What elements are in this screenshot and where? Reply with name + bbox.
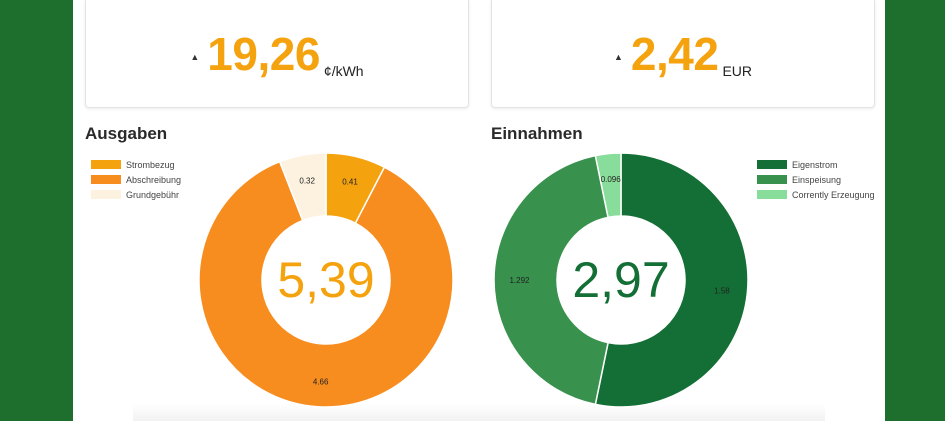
trend-up-icon: ▲ [613,51,623,62]
pie-slice[interactable] [493,154,609,406]
bottom-shadow [133,404,825,421]
legend-item[interactable]: Strombezug [91,157,181,172]
ausgaben-title: Ausgaben [85,124,168,143]
donut-center-total: 2,97 [572,252,669,308]
legend-item[interactable]: Eigenstrom [757,157,875,172]
legend-label: Grundgebühr [126,189,180,200]
slice-data-label: 4.66 [313,377,329,386]
legend-label: Strombezug [126,159,175,170]
legend-swatch [91,190,121,199]
slice-data-label: 1.292 [509,276,530,285]
legend-label: Abschreibung [126,174,182,185]
trend-up-icon: ▲ [190,51,200,62]
einnahmen-title: Einnahmen [491,124,583,143]
slice-data-label: 0.41 [342,177,358,186]
legend-label: Corrently Erzeugung [792,189,875,200]
price-unit: ¢/kWh [323,63,364,79]
legend-swatch [757,175,787,184]
legend-swatch [91,160,121,169]
legend-swatch [757,190,787,199]
amount-value: 2,42 [630,27,719,80]
pie-slice[interactable] [594,152,749,408]
slice-data-label: 0.32 [299,176,315,185]
amount-card: ▲ 2,42 EUR [491,0,875,108]
legend-item[interactable]: Corrently Erzeugung [757,187,875,202]
legend-item[interactable]: Grundgebühr [91,187,181,202]
dashboard-panel: ▲ 19,26 ¢/kWh ▲ 2,42 EUR Ausgaben Einnah… [73,0,885,421]
legend-item[interactable]: Einspeisung [757,172,875,187]
legend-swatch [91,175,121,184]
price-card: ▲ 19,26 ¢/kWh [85,0,469,108]
amount-unit: EUR [722,63,752,79]
legend-label: Einspeisung [792,174,842,185]
einnahmen-legend: Eigenstrom Einspeisung Corrently Erzeugu… [757,157,875,202]
donut-center-total: 5,39 [277,252,374,308]
legend-item[interactable]: Abschreibung [91,172,181,187]
slice-data-label: 0.096 [601,175,622,184]
price-value: 19,26 [207,27,320,80]
legend-label: Eigenstrom [792,159,838,170]
ausgaben-legend: Strombezug Abschreibung Grundgebühr [91,157,181,202]
legend-swatch [757,160,787,169]
pie-slice[interactable] [594,152,622,219]
pie-slice[interactable] [198,160,454,408]
pie-slice[interactable] [278,152,327,222]
slice-data-label: 1.58 [714,286,730,295]
